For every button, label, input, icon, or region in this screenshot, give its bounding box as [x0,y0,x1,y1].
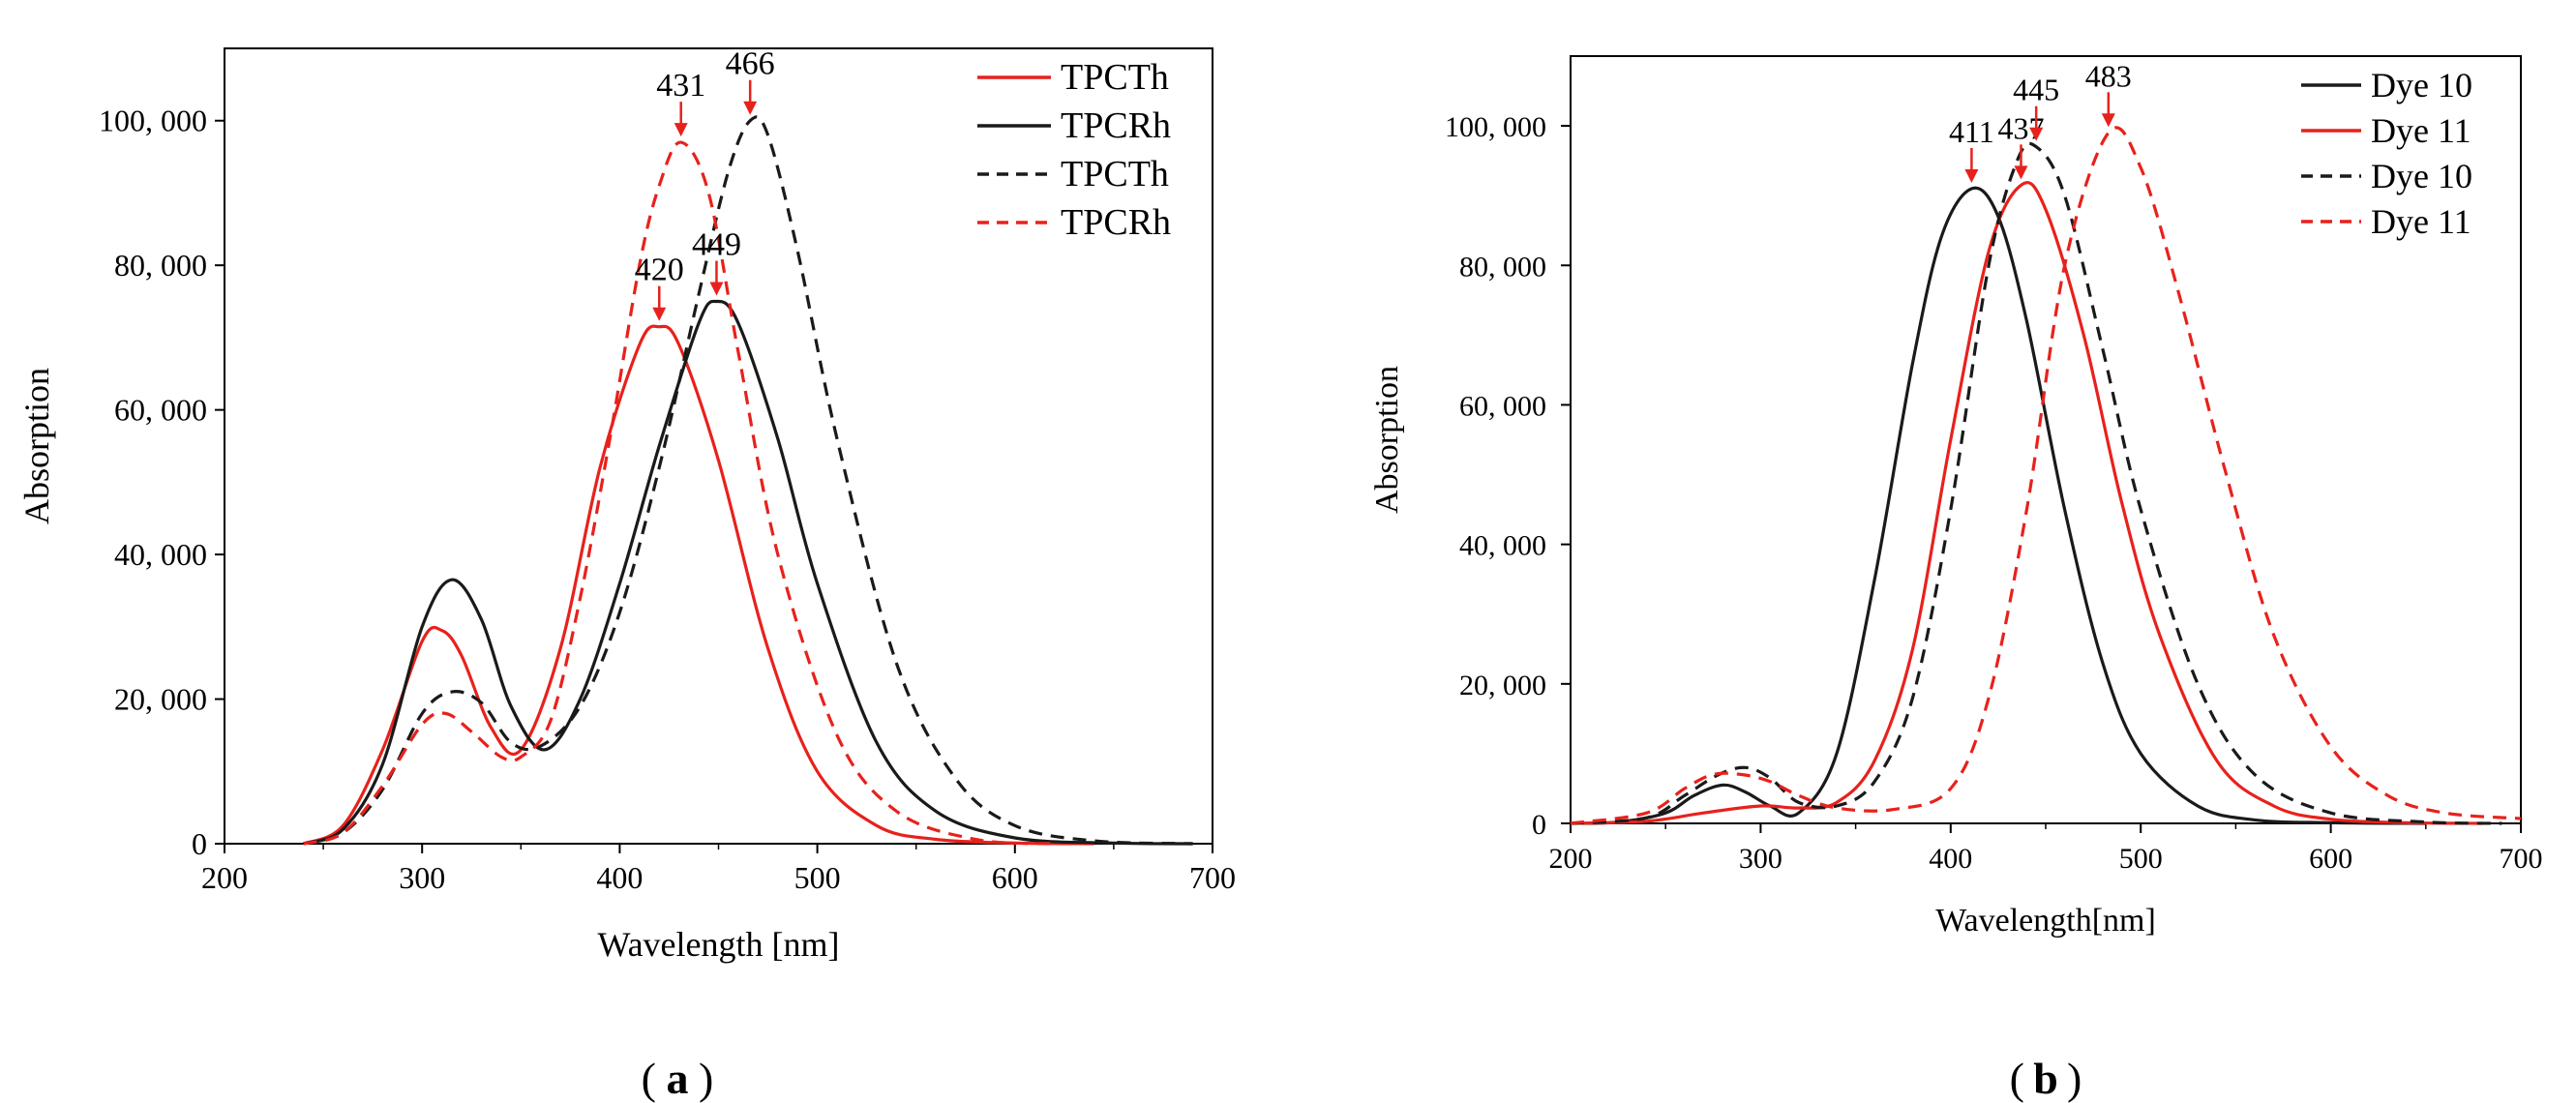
legend-entry-2: Dye 11 [2371,111,2471,150]
annotation-label-1: 431 [656,68,705,104]
chart-panel-b: 200 300 400 500 600 700 0 20, 000 40, 000 60, 000… [1369,55,2543,939]
legend-entry-1: Dye 10 [2371,66,2472,104]
panel-a-caption-close: ) [699,1054,713,1103]
y-tick-label: 40, 000 [114,537,207,572]
annotation-label-4: 449 [692,227,741,263]
x-tick-label: 600 [2309,843,2352,875]
y-tick-label: 60, 000 [1459,390,1546,422]
x-tick-label: 500 [794,860,841,895]
annotation-arrow-head [1964,168,1979,183]
series-line-1 [303,324,1094,846]
y-tick-label: 0 [192,826,207,861]
x-axis-label: Wavelength[nm] [1935,903,2156,939]
series-line-2 [303,299,1193,846]
x-tick-label: 600 [992,860,1038,895]
x-tick-label: 400 [596,860,643,895]
panel-b-caption: b [2033,1054,2058,1103]
series-line-2 [1570,181,2483,825]
annotation-arrow-head [743,101,758,115]
y-tick-label: 40, 000 [1459,530,1546,562]
legend-entry-3: TPCTh [1061,154,1169,194]
series-line-3 [303,115,1193,846]
annotation-label-2: 466 [726,46,775,82]
x-tick-label: 300 [399,860,445,895]
annotation-label-1: 411 [1949,114,1994,149]
series-line-3 [1570,141,2502,825]
panel-b-caption-close: ) [2067,1054,2082,1103]
y-tick-label: 80, 000 [114,248,207,283]
annotation-arrow-head [652,307,667,321]
legend-entry-1: TPCTh [1061,57,1169,98]
annotation-label-3: 445 [2013,73,2059,107]
y-tick-label: 20, 000 [114,682,207,717]
x-tick-label: 200 [1549,843,1593,875]
panel-b-caption-open: ( [2010,1054,2024,1103]
x-tick-label: 500 [2119,843,2163,875]
annotation-label-3: 420 [635,253,684,288]
annotation-arrow-head [709,282,724,296]
annotation-arrow-head [2101,113,2115,128]
y-tick-label: 100, 000 [99,104,207,138]
panel-a-caption: a [667,1054,689,1103]
annotation-arrow-head [2014,165,2028,180]
annotation-arrow-head [2029,127,2044,141]
series-line-4 [303,140,1055,846]
legend-entry-4: TPCRh [1061,202,1171,243]
x-axis-label: Wavelength [nm] [597,925,839,964]
y-tick-label: 80, 000 [1459,251,1546,283]
y-axis-label: Absorption [17,368,56,524]
series-line-1 [1570,186,2426,825]
annotation-label-4: 483 [2085,58,2132,93]
y-tick-label: 20, 000 [1459,670,1546,701]
x-tick-label: 700 [1189,860,1236,895]
y-tick-label: 0 [1532,809,1546,841]
annotation-arrow-head [674,123,688,137]
panel-a-caption-open: ( [642,1054,656,1103]
legend-entry-4: Dye 11 [2371,202,2471,241]
legend-entry-2: TPCRh [1061,105,1171,146]
y-tick-label: 60, 000 [114,393,207,428]
y-tick-label: 100, 000 [1445,111,1546,143]
x-tick-label: 700 [2500,843,2543,875]
series-line-4 [1570,126,2522,825]
x-tick-label: 400 [1929,843,1972,875]
legend-entry-3: Dye 10 [2371,157,2472,195]
chart-panel-a: 200 300 400 500 600 700 0 20, 000 40, 000 60, 000… [17,46,1236,964]
x-tick-label: 300 [1739,843,1782,875]
x-tick-label: 200 [201,860,248,895]
y-axis-label: Absorption [1369,366,1405,514]
